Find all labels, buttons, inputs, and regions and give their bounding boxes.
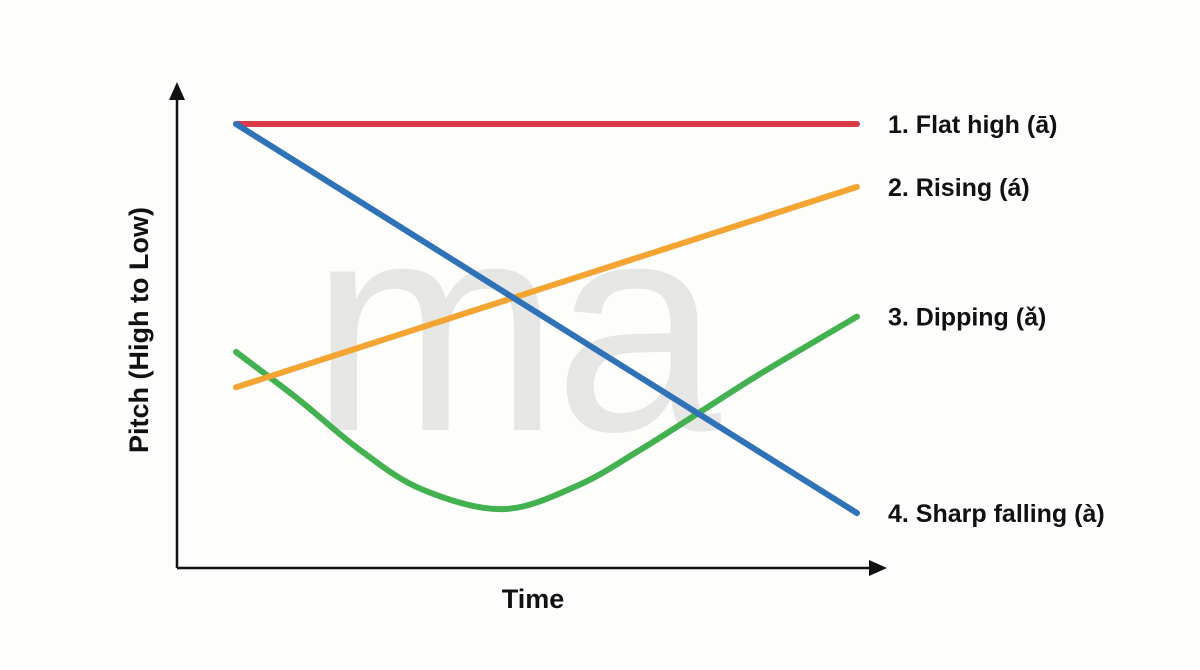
series-label-4: 4. Sharp falling (à)	[888, 500, 1105, 528]
series-label-2: 2. Rising (á)	[888, 174, 1030, 202]
series-line-4	[233, 121, 860, 517]
series-label-3: 3. Dipping (ǎ)	[888, 304, 1046, 332]
series-label-1: 1. Flat high (ā)	[888, 111, 1057, 139]
y-axis-title: Pitch (High to Low)	[124, 207, 154, 453]
x-axis-arrow-icon	[869, 560, 887, 576]
legend-layer: 1. Flat high (ā) 2. Rising (á) 3. Dipping …	[888, 111, 1105, 528]
x-axis-title: Time	[502, 584, 565, 614]
series-layer	[233, 121, 860, 517]
y-axis-arrow-icon	[169, 82, 185, 100]
series-line-3	[233, 313, 860, 513]
series-line-2	[233, 183, 860, 391]
axes	[169, 82, 887, 576]
